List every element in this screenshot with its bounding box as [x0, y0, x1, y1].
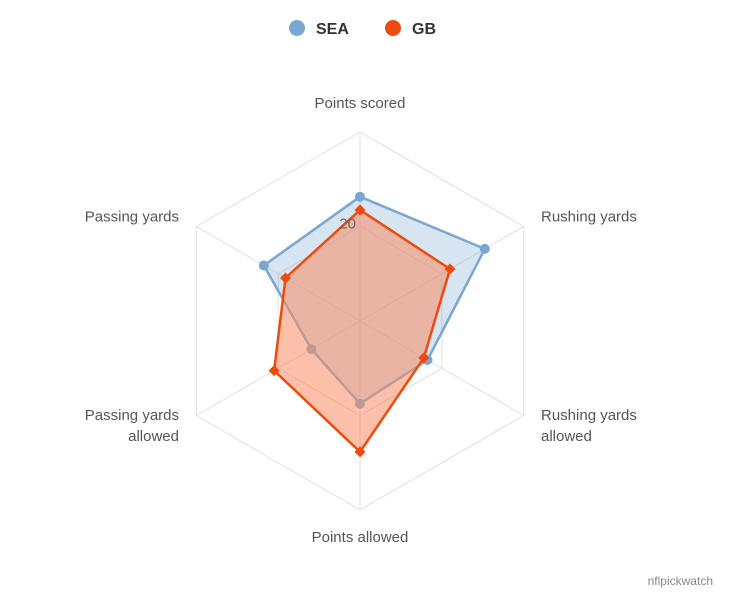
data-point-sea-points-scored[interactable] — [355, 191, 365, 202]
credit-text[interactable]: nflpickwatch — [648, 574, 713, 588]
axis-label-passing-yards-allowed: Passing yards allowed — [85, 407, 179, 445]
data-point-gb-passing-yards[interactable] — [280, 272, 291, 284]
axis-label-points-allowed: Points allowed — [312, 529, 409, 546]
data-point-gb-rushing-yards-allowed[interactable] — [418, 352, 430, 364]
legend: SEA GB — [289, 20, 436, 38]
series-gb — [268, 204, 456, 458]
data-point-sea-passing-yards[interactable] — [258, 260, 269, 271]
series-area-gb — [274, 210, 450, 452]
tick-layer: 20 — [339, 216, 356, 233]
axis-label-layer: Points scored Rushing yards Rushing yards a… — [85, 95, 637, 546]
legend-item-sea[interactable]: SEA — [289, 20, 349, 38]
data-point-gb-points-allowed[interactable] — [354, 446, 366, 458]
data-point-gb-passing-yards-allowed[interactable] — [268, 365, 280, 377]
data-point-gb-points-scored[interactable] — [354, 204, 366, 216]
legend-label-gb: GB — [412, 21, 436, 38]
tick-label-20: 20 — [339, 216, 356, 233]
axis-label-passing-yards: Passing yards — [85, 209, 179, 226]
axis-label-rushing-yards-allowed: Rushing yards allowed — [541, 407, 637, 445]
legend-item-gb[interactable]: GB — [385, 20, 436, 38]
legend-marker-gb — [385, 20, 401, 36]
legend-label-sea: SEA — [316, 21, 349, 38]
data-point-gb-rushing-yards[interactable] — [444, 263, 456, 275]
legend-marker-sea — [289, 20, 305, 36]
axis-label-points-scored: Points scored — [315, 95, 406, 112]
axis-label-rushing-yards: Rushing yards — [541, 209, 637, 226]
series-layer — [258, 191, 490, 458]
data-point-sea-rushing-yards[interactable] — [479, 243, 490, 254]
